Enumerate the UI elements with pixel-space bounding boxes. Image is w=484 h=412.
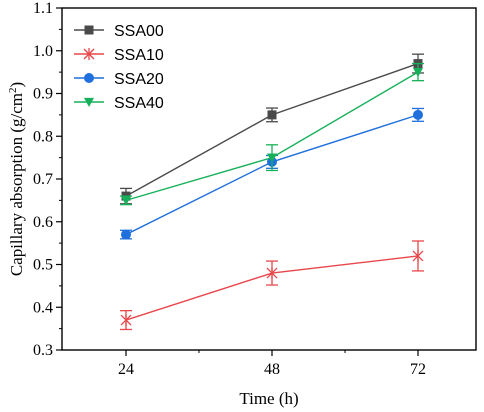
legend-marker xyxy=(83,48,95,60)
series-layer xyxy=(120,53,424,331)
y-tick-label: 1.0 xyxy=(33,43,53,60)
series-ssa00 xyxy=(120,53,424,205)
series-line xyxy=(125,62,419,197)
legend: SSA00 SSA10 SSA20 SSA40 xyxy=(74,23,164,112)
x-axis-label: Time (h) xyxy=(239,389,298,408)
series-line xyxy=(125,71,419,202)
data-point xyxy=(121,196,131,206)
y-axis-label: Capillary absorption (g/cm2) xyxy=(7,82,26,276)
data-point xyxy=(413,109,423,120)
y-tick-label: 0.4 xyxy=(33,299,53,316)
legend-label: SSA40 xyxy=(114,95,164,112)
legend-item-ssa40: SSA40 xyxy=(74,95,164,112)
series-ssa40 xyxy=(120,62,424,206)
legend-item-ssa10: SSA10 xyxy=(74,47,164,64)
y-tick-label: 1.1 xyxy=(33,0,53,17)
data-point xyxy=(413,67,423,78)
series-line xyxy=(125,114,419,236)
legend-label: SSA10 xyxy=(114,47,164,64)
legend-item-ssa20: SSA20 xyxy=(74,71,164,88)
data-point xyxy=(267,153,277,163)
data-point xyxy=(120,314,132,327)
legend-item-ssa00: SSA00 xyxy=(74,23,164,40)
x-tick-label: 72 xyxy=(410,361,426,378)
axis-ticks: 0.3 0.4 0.5 0.6 0.7 0.8 0.9 1.0 1.1 24 48 72 xyxy=(33,0,426,378)
legend-label: SSA00 xyxy=(114,23,164,40)
legend-marker xyxy=(84,73,94,83)
legend-marker xyxy=(84,97,94,107)
y-tick-label: 0.6 xyxy=(33,214,53,231)
data-point xyxy=(267,110,277,120)
x-tick-label: 24 xyxy=(118,361,134,378)
y-tick-label: 0.3 xyxy=(33,342,53,359)
x-tick-label: 48 xyxy=(264,361,280,378)
data-point xyxy=(121,229,131,240)
y-tick-label: 0.5 xyxy=(33,257,53,274)
y-tick-label: 0.7 xyxy=(33,171,53,188)
data-point xyxy=(266,267,278,280)
data-point xyxy=(412,249,424,262)
y-tick-label: 0.8 xyxy=(33,128,53,145)
legend-label: SSA20 xyxy=(114,71,164,88)
series-ssa10 xyxy=(120,240,424,331)
legend-marker xyxy=(84,25,94,35)
y-tick-label: 0.9 xyxy=(33,86,53,103)
